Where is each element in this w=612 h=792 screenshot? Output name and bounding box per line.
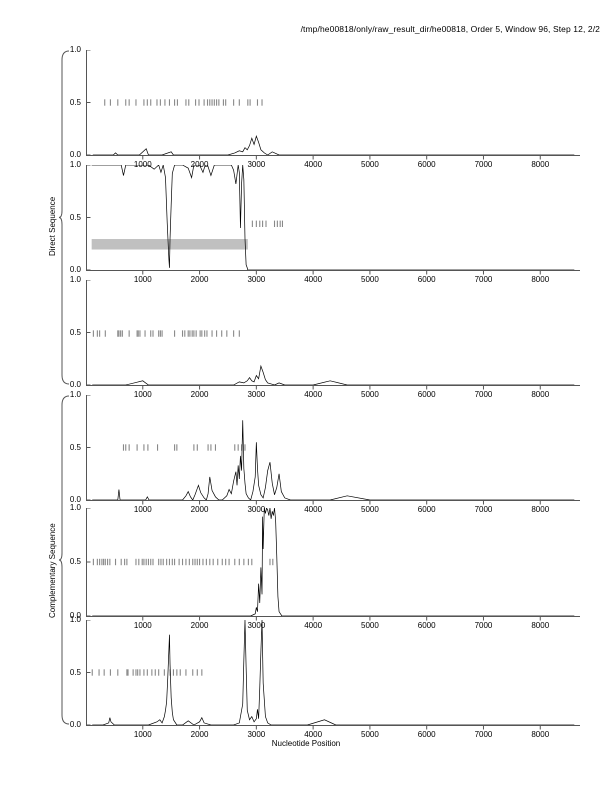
x-tick-label: 4000 [304, 390, 323, 399]
y-tick-label: 0.5 [69, 212, 81, 222]
panel-1 [86, 50, 580, 160]
y-tick-label: 0.0 [69, 720, 81, 729]
sequence-marker-row [92, 558, 274, 566]
x-tick-label: 5000 [361, 160, 379, 169]
x-tick-label: 5000 [361, 505, 379, 514]
group-brace [58, 50, 70, 385]
x-tick-label: 2000 [190, 160, 209, 169]
y-tick-label: 0.0 [69, 380, 81, 389]
y-axis-label-direct: Direct Sequence [48, 196, 57, 256]
group-brace [58, 395, 70, 725]
x-tick-label: 6000 [417, 730, 436, 739]
x-tick-label: 6000 [417, 160, 436, 169]
x-tick-label: 7000 [474, 505, 493, 514]
x-tick-label: 3000 [247, 390, 266, 399]
y-tick-label: 0.5 [69, 97, 81, 107]
y-tick-label: 0.0 [69, 150, 81, 159]
x-tick-label: 4000 [304, 621, 323, 630]
panel-4 [86, 395, 580, 505]
y-tick-label: 1.0 [69, 275, 81, 284]
x-tick-label: 1000 [133, 730, 152, 739]
y-tick-label: 0.5 [69, 667, 81, 677]
x-tick-label: 4000 [304, 160, 323, 169]
x-tick-label: 6000 [417, 390, 436, 399]
x-tick-label: 7000 [474, 275, 493, 284]
sequence-marker-row [91, 669, 203, 676]
x-tick-label: 3000 [247, 505, 266, 514]
y-tick-label: 1.0 [69, 615, 81, 624]
x-tick-label: 8000 [531, 160, 550, 169]
sequence-marker-row [122, 444, 246, 451]
x-tick-label: 3000 [247, 160, 266, 169]
x-tick-label: 3000 [247, 730, 266, 739]
y-tick-label: 1.0 [69, 503, 81, 512]
sequence-marker-row [104, 99, 263, 106]
x-tick-label: 4000 [304, 505, 323, 514]
x-tick-label: 8000 [531, 730, 550, 739]
x-tick-label: 7000 [474, 390, 493, 399]
x-tick-label: 5000 [361, 730, 379, 739]
x-tick-label: 6000 [417, 505, 436, 514]
figure-title: /tmp/he00818/only/raw_result_dir/he00818… [300, 24, 600, 34]
x-tick-label: 7000 [474, 160, 493, 169]
panel-6 [86, 620, 580, 730]
x-tick-label: 4000 [304, 730, 323, 739]
y-tick-label: 0.0 [69, 265, 81, 274]
x-tick-label: 8000 [531, 390, 550, 399]
x-tick-label: 1000 [133, 275, 152, 284]
x-tick-label: 4000 [304, 275, 323, 284]
x-tick-label: 2000 [190, 505, 209, 514]
data-trace [92, 134, 575, 156]
x-tick-label: 1000 [133, 390, 152, 399]
panel-3 [86, 280, 580, 390]
y-tick-label: 0.0 [69, 611, 81, 620]
x-axis-label: Nucleotide Position [271, 739, 341, 748]
x-tick-label: 6000 [417, 621, 436, 630]
x-tick-label: 8000 [531, 275, 550, 284]
x-tick-label: 2000 [190, 621, 209, 630]
data-trace [91, 165, 575, 271]
data-trace [92, 508, 575, 617]
y-axis-label-complementary: Complementary Sequence [48, 523, 57, 618]
x-tick-label: 2000 [190, 275, 209, 284]
panel-2 [86, 165, 580, 275]
x-tick-label: 5000 [361, 390, 379, 399]
sequence-marker-row [251, 220, 284, 227]
y-tick-label: 1.0 [69, 160, 81, 169]
x-tick-label: 7000 [474, 730, 493, 739]
data-trace [92, 420, 575, 501]
y-tick-label: 1.0 [69, 390, 81, 399]
x-tick-label: 2000 [190, 730, 209, 739]
y-tick-label: 0.5 [69, 327, 81, 337]
x-tick-label: 1000 [133, 160, 152, 169]
x-tick-label: 2000 [190, 390, 209, 399]
x-tick-label: 8000 [531, 621, 550, 630]
x-tick-label: 1000 [133, 505, 152, 514]
x-tick-label: 3000 [247, 621, 266, 630]
x-tick-label: 6000 [417, 275, 436, 284]
x-tick-label: 1000 [133, 621, 152, 630]
y-tick-label: 0.5 [69, 442, 81, 452]
x-tick-label: 5000 [361, 621, 379, 630]
x-tick-label: 5000 [361, 275, 379, 284]
y-tick-label: 0.5 [69, 557, 81, 566]
sequence-marker-row [92, 330, 240, 337]
y-tick-label: 0.0 [69, 495, 81, 504]
panel-5 [86, 508, 580, 621]
y-tick-label: 1.0 [69, 45, 81, 54]
x-tick-label: 3000 [247, 275, 266, 284]
x-tick-label: 7000 [474, 621, 493, 630]
x-tick-label: 8000 [531, 505, 550, 514]
data-trace [92, 364, 575, 386]
